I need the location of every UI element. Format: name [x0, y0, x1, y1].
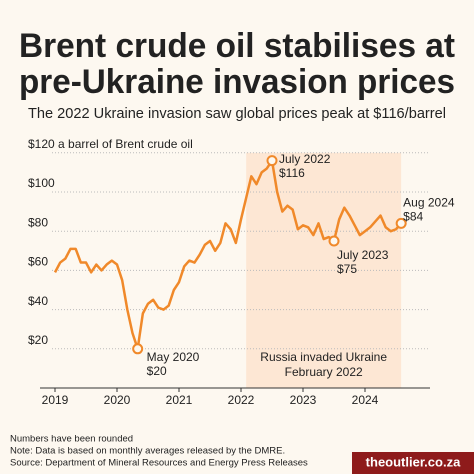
chart-title: Brent crude oil stabilises at	[19, 27, 455, 65]
value-label: $84	[403, 210, 423, 224]
chart-subtitle: The 2022 Ukraine invasion saw global pri…	[28, 105, 446, 122]
point-marker	[266, 155, 278, 167]
point-note: Aug 2024	[403, 196, 455, 210]
chart-title: pre-Ukraine invasion prices	[19, 63, 455, 101]
point-marker	[395, 217, 407, 229]
y-tick-label: $100	[28, 176, 55, 190]
value-label: $116	[279, 166, 305, 180]
point-note: July 2022	[279, 152, 331, 166]
y-tick-label: $80	[28, 215, 48, 229]
x-tick-label: 2020	[104, 393, 131, 407]
value-label: $75	[337, 262, 357, 276]
x-tick-label: 2019	[42, 393, 69, 407]
y-tick-label: $120 a barrel of Brent crude oil	[28, 137, 193, 151]
y-tick-label: $60	[28, 255, 48, 269]
note: Source: Department of Mineral Resources …	[10, 458, 308, 469]
x-tick-label: 2024	[352, 393, 379, 407]
y-tick-label: $40	[28, 294, 48, 308]
shade-label: February 2022	[285, 365, 363, 379]
point-marker	[132, 343, 144, 355]
brand-badge	[352, 452, 474, 474]
shade-label: Russia invaded Ukraine	[260, 350, 387, 364]
x-tick-label: 2022	[228, 393, 255, 407]
data-line	[53, 159, 403, 351]
point-note: May 2020	[147, 350, 200, 364]
point-marker	[328, 235, 340, 247]
brand: theoutlier.co.za	[366, 454, 461, 469]
x-tick-label: 2023	[290, 393, 317, 407]
value-label: $20	[147, 364, 167, 378]
point-note: July 2023	[337, 248, 389, 262]
x-tick-label: 2021	[166, 393, 193, 407]
note: Note: Data is based on monthly averages …	[10, 446, 285, 457]
note: Numbers have been rounded	[10, 434, 133, 445]
y-tick-label: $20	[28, 333, 48, 347]
